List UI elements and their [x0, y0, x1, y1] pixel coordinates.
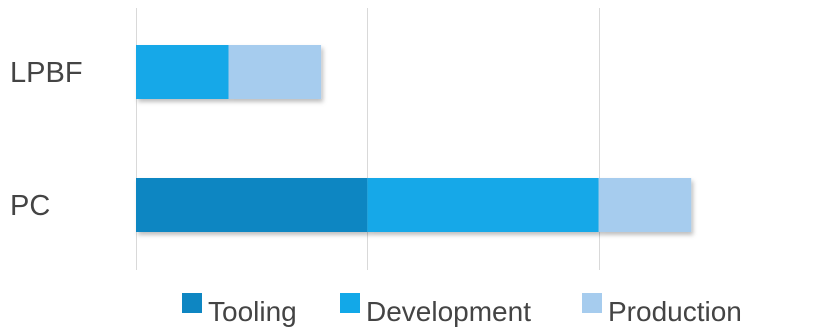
legend-label-production: Production	[608, 296, 742, 327]
bar-lpbf-production	[228, 45, 322, 99]
category-label-lpbf: LPBF	[10, 57, 83, 89]
bar-group-lpbf	[136, 45, 322, 99]
legend-label-tooling: Tooling	[208, 296, 297, 327]
legend-swatch-development	[340, 293, 360, 313]
legend-label-development: Development	[366, 296, 531, 327]
legend-swatch-tooling	[182, 293, 202, 313]
legend: Tooling Development Production	[182, 293, 742, 327]
bar-lpbf-development	[136, 45, 229, 99]
bar-group-pc	[136, 178, 692, 232]
bar-pc-tooling	[136, 178, 368, 232]
bar-pc-production	[598, 178, 692, 232]
category-labels: LPBF PC	[10, 57, 83, 222]
bar-pc-development	[367, 178, 599, 232]
bars	[136, 45, 692, 232]
category-label-pc: PC	[10, 190, 50, 222]
legend-swatch-production	[582, 293, 602, 313]
